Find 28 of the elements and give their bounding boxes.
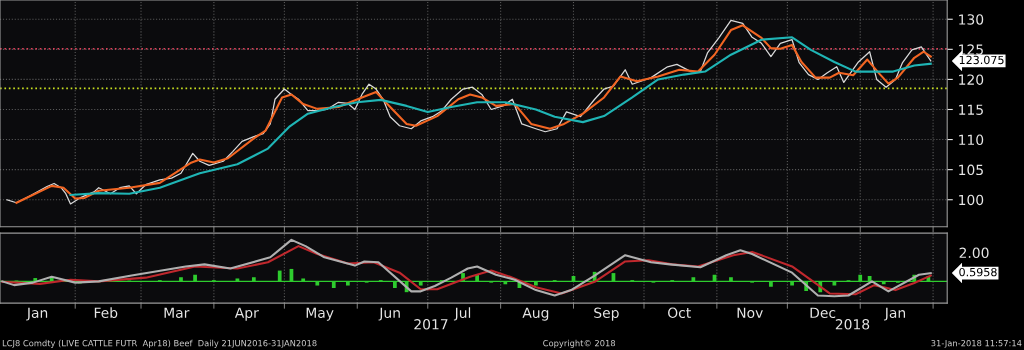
text: 2017 xyxy=(414,319,448,330)
x-tick-label: Jan xyxy=(26,307,48,321)
text: LCJ8 Comdty (LIVE CATTLE FUTR Apr18) Beef Daily 21JUN2016-31JAN2018 xyxy=(2,339,317,348)
annotation: 123.075 xyxy=(959,55,1004,65)
x-tick-label: Feb xyxy=(94,307,118,319)
y-tick-label: 130 xyxy=(959,14,984,25)
y-tick-label: 100 xyxy=(959,194,984,206)
y-tick-label: 105 xyxy=(959,164,983,176)
y-tick-label: 125 xyxy=(959,44,983,55)
x-tick-label: Nov xyxy=(737,307,763,319)
x-tick-label: Jun xyxy=(378,307,400,321)
y-tick-label: 115 xyxy=(959,104,983,115)
text: 2.00 xyxy=(959,247,989,259)
x-tick-label: Apr xyxy=(234,307,259,321)
x-tick-label: May xyxy=(306,307,334,321)
x-tick-label: Jan xyxy=(884,307,906,321)
x-tick-label: Jul xyxy=(453,307,471,321)
annotation: 0.5958 xyxy=(959,267,997,277)
text: Copyright© 2018 xyxy=(543,339,616,348)
text: 31-Jan-2018 11:57:14 xyxy=(931,339,1022,348)
y-tick-label: 110 xyxy=(959,134,984,146)
x-tick-label: Sep xyxy=(594,307,619,321)
text: 2018 xyxy=(835,319,870,330)
x-tick-label: Aug xyxy=(522,307,549,321)
x-tick-label: Oct xyxy=(668,307,691,319)
x-tick-label: Dec xyxy=(810,307,836,319)
x-tick-label: Mar xyxy=(164,307,190,319)
y-tick-label: 120 xyxy=(959,74,984,85)
